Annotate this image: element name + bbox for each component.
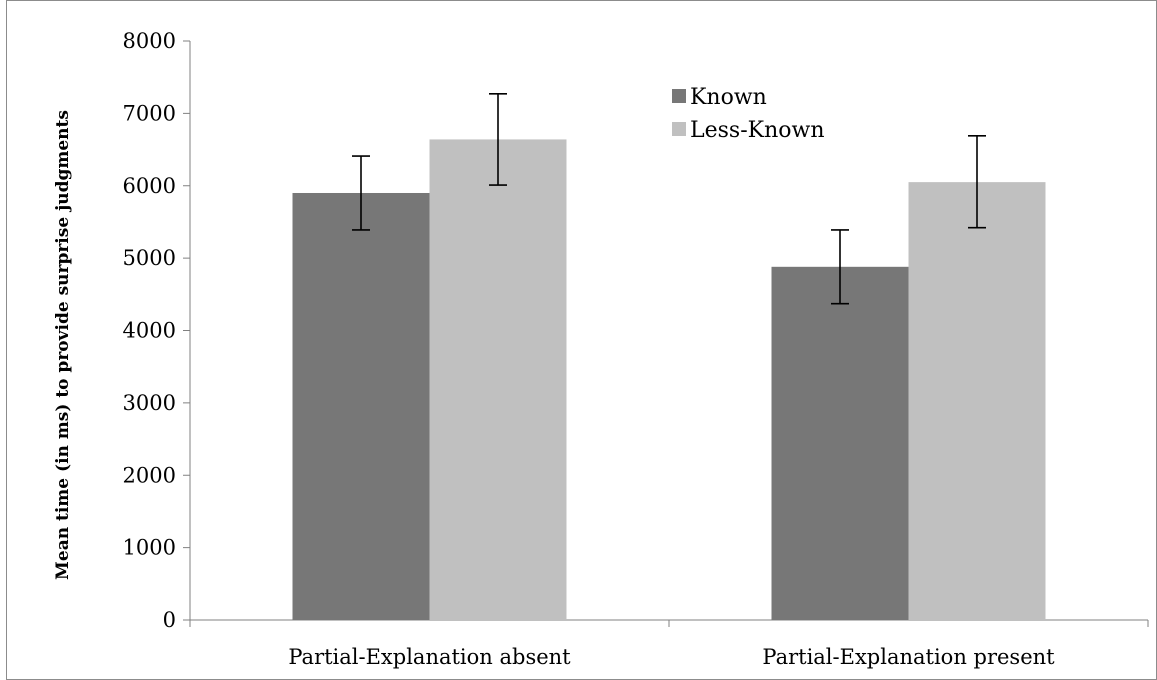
y-tick-label: 6000 <box>123 174 176 198</box>
y-tick-label: 7000 <box>123 101 176 125</box>
legend-swatch <box>672 89 686 103</box>
bar-known <box>771 266 909 620</box>
y-tick-label: 5000 <box>123 246 176 270</box>
x-category-label: Partial-Explanation absent <box>288 645 571 669</box>
bar-less-known <box>908 182 1046 620</box>
error-bars <box>352 93 986 305</box>
y-tick-label: 1000 <box>123 536 176 560</box>
y-tick-label: 4000 <box>123 319 176 343</box>
y-tick-label: 3000 <box>123 391 176 415</box>
x-axis: Partial-Explanation absent Partial-Explan… <box>189 619 1149 669</box>
legend-swatch <box>672 122 686 136</box>
x-category-label: Partial-Explanation present <box>762 645 1055 669</box>
legend: Known Less-Known <box>672 85 825 143</box>
bar-known <box>292 192 430 621</box>
y-axis-title: Mean time (in ms) to provide surprise ju… <box>53 110 73 580</box>
y-tick-label: 2000 <box>123 463 176 487</box>
y-tick-label: 0 <box>163 608 176 632</box>
bar-less-known <box>429 139 567 620</box>
y-axis: 0 1000 2000 3000 4000 5000 6000 7000 8000 <box>123 29 191 632</box>
legend-label: Less-Known <box>690 118 825 143</box>
bars <box>292 139 1046 621</box>
y-tick-label: 8000 <box>123 29 176 53</box>
legend-label: Known <box>690 85 767 110</box>
